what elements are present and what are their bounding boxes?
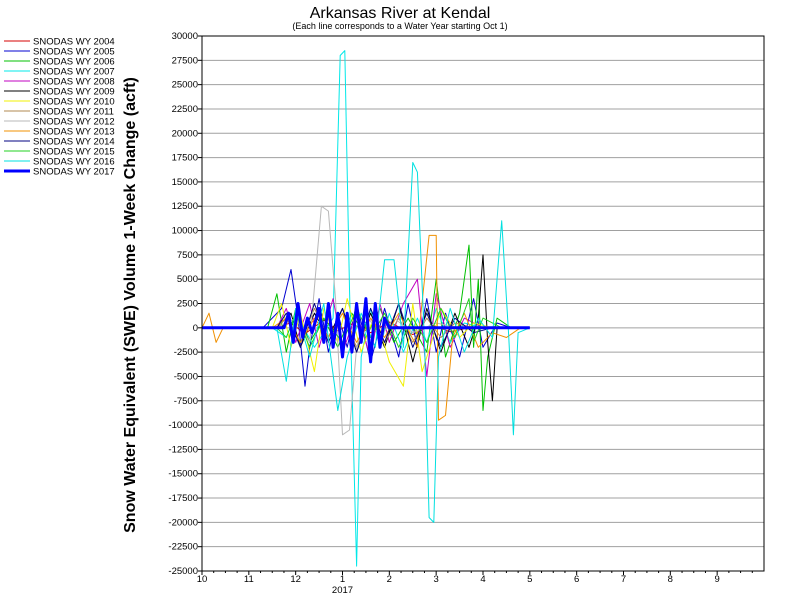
y-tick-label: 20000 [172,128,198,139]
series-line-snodas-wy-2015 [202,298,530,348]
x-tick-label: 4 [480,574,485,585]
y-tick-label: 25000 [172,80,198,91]
chart-subtitle: (Each line corresponds to a Water Year s… [292,21,507,31]
y-tick-label: -15000 [168,469,198,480]
series-line-snodas-wy-2013 [201,234,530,421]
y-tick-label: 7500 [177,250,198,261]
x-tick-label: 11 [244,574,254,585]
y-tick-label: 5000 [177,274,198,285]
x-tick-label: 12 [290,574,301,585]
legend-entry: SNODAS WY 2007 [33,67,115,78]
x-year-label: 2017 [332,585,353,596]
legend-entry: SNODAS WY 2015 [33,147,115,158]
legend-entry: SNODAS WY 2006 [33,57,115,68]
x-tick-label: 2 [387,574,392,585]
legend-entry: SNODAS WY 2010 [33,97,115,108]
x-tick-label: 1 [340,574,345,585]
x-tick-label: 6 [574,574,579,585]
x-tick-label: 5 [527,574,532,585]
y-tick-label: -17500 [168,493,198,504]
y-tick-label: 0 [193,323,198,334]
legend-entry: SNODAS WY 2013 [33,127,115,138]
y-tick-label: -22500 [168,542,198,553]
y-tick-label: 12500 [172,201,198,212]
x-tick-label: 8 [668,574,673,585]
y-tick-label: -25000 [168,566,198,577]
legend-entry: SNODAS WY 2004 [33,37,115,48]
y-tick-label: 17500 [172,153,198,164]
x-tick-label: 10 [197,574,208,585]
y-tick-label: -10000 [168,420,198,431]
legend-entry: SNODAS WY 2017 [33,167,115,178]
x-tick-label: 7 [621,574,626,585]
legend-entry: SNODAS WY 2005 [33,47,115,58]
chart-title: Arkansas River at Kendal [310,5,491,22]
y-tick-label: -2500 [174,347,198,358]
legend-entry: SNODAS WY 2014 [33,137,115,148]
y-tick-label: 10000 [172,226,198,237]
series-line-snodas-wy-2017 [202,297,530,364]
plot-area: 3000027500250002250020000175001500012500… [168,31,765,596]
y-tick-label: 30000 [172,31,198,42]
x-tick-label: 9 [715,574,720,585]
y-tick-label: 22500 [172,104,198,115]
y-tick-label: 15000 [172,177,198,188]
y-tick-label: -7500 [174,396,198,407]
y-tick-label: 27500 [172,55,198,66]
y-axis-label: Snow Water Equivalent (SWE) Volume 1-Wee… [122,77,139,533]
legend-entry: SNODAS WY 2011 [33,107,114,118]
legend-entry: SNODAS WY 2009 [33,87,115,98]
legend-entry: SNODAS WY 2008 [33,77,115,88]
y-tick-label: 2500 [177,299,198,310]
series-line-snodas-wy-2016 [202,162,530,523]
y-tick-label: -20000 [168,517,198,528]
y-tick-label: -12500 [168,444,198,455]
plot-frame [201,35,765,572]
y-tick-label: -5000 [174,371,198,382]
legend-entry: SNODAS WY 2016 [33,157,115,168]
x-tick-label: 3 [434,574,439,585]
legend-entry: SNODAS WY 2012 [33,117,115,128]
